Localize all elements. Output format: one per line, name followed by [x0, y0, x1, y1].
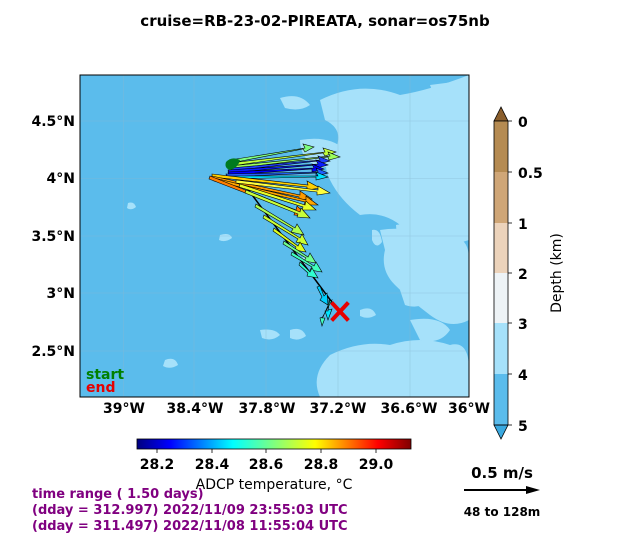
lat-ticks: 4.5°N 4°N 3.5°N 3°N 2.5°N — [31, 114, 75, 360]
time-start: (dday = 311.497) 2022/11/08 11:55:04 UTC — [32, 519, 348, 534]
temp-tick: 28.4 — [195, 457, 230, 473]
temp-tick: 28.6 — [249, 457, 284, 473]
plot-title: cruise=RB-23-02-PIREATA, sonar=os75nb — [140, 12, 490, 30]
end-label: end — [86, 380, 115, 396]
scale-depth-range: 48 to 128m — [463, 505, 541, 519]
lat-tick: 3°N — [47, 286, 75, 302]
depth-tick: 0.5 — [518, 166, 543, 182]
start-marker — [225, 158, 240, 170]
depth-colorbar: 0 0.5 1 2 3 4 5 Depth (km) — [493, 106, 565, 440]
current-vectors — [208, 143, 341, 328]
vector-arrow — [324, 299, 333, 321]
temperature-colorbar: 28.2 28.4 28.6 28.8 29.0 ADCP temperatur… — [136, 438, 412, 493]
lon-tick: 37.2°W — [310, 401, 367, 417]
vector-arrow — [298, 261, 319, 279]
lon-ticks: 39°W 38.4°W 37.8°W 37.2°W 36.6°W 36°W — [103, 401, 490, 417]
depth-tick: 4 — [518, 368, 528, 384]
vector-arrow — [319, 299, 333, 328]
start-label: start — [86, 367, 124, 383]
temp-tick: 29.0 — [359, 457, 394, 473]
vector-arrow — [282, 240, 317, 264]
temp-tick: 28.8 — [304, 457, 339, 473]
lat-tick: 4.5°N — [31, 114, 75, 130]
vector-arrow — [290, 251, 323, 273]
lon-tick: 39°W — [103, 401, 145, 417]
vector-arrow — [238, 183, 317, 211]
time-end: (dday = 312.997) 2022/11/09 23:55:03 UTC — [32, 503, 348, 518]
depth-tick: 5 — [518, 419, 528, 435]
bathymetry — [80, 75, 469, 397]
vector-arrow — [272, 227, 307, 253]
vector-arrow — [229, 143, 315, 164]
vector-arrow — [254, 203, 305, 236]
scale-speed: 0.5 m/s — [471, 464, 533, 482]
depth-tick: 1 — [518, 217, 528, 233]
lon-tick: 36.6°W — [381, 401, 438, 417]
vector-arrow — [235, 179, 331, 196]
red-x-icon — [330, 301, 350, 322]
vector-arrow — [244, 189, 311, 219]
lat-tick: 4°N — [47, 171, 75, 187]
lat-tick: 3.5°N — [31, 229, 75, 245]
lon-tick: 37.8°W — [239, 401, 296, 417]
depth-tick: 0 — [518, 115, 528, 131]
depth-tick: 2 — [518, 267, 528, 283]
depth-colorbar-label: Depth (km) — [549, 233, 565, 313]
depth-tick: 3 — [518, 317, 528, 333]
lat-tick: 2.5°N — [31, 344, 75, 360]
vector-arrow — [262, 214, 309, 246]
scale-arrow-icon — [464, 486, 540, 494]
temp-tick: 28.2 — [140, 457, 175, 473]
time-range: time range ( 1.50 days) — [32, 487, 204, 502]
lon-tick: 38.4°W — [167, 401, 224, 417]
map-frame — [79, 74, 470, 398]
vector-arrow — [211, 173, 321, 191]
vector-arrow — [316, 285, 329, 306]
temp-colorbar-label: ADCP temperature, °C — [196, 477, 353, 493]
lon-tick: 36°W — [448, 401, 490, 417]
